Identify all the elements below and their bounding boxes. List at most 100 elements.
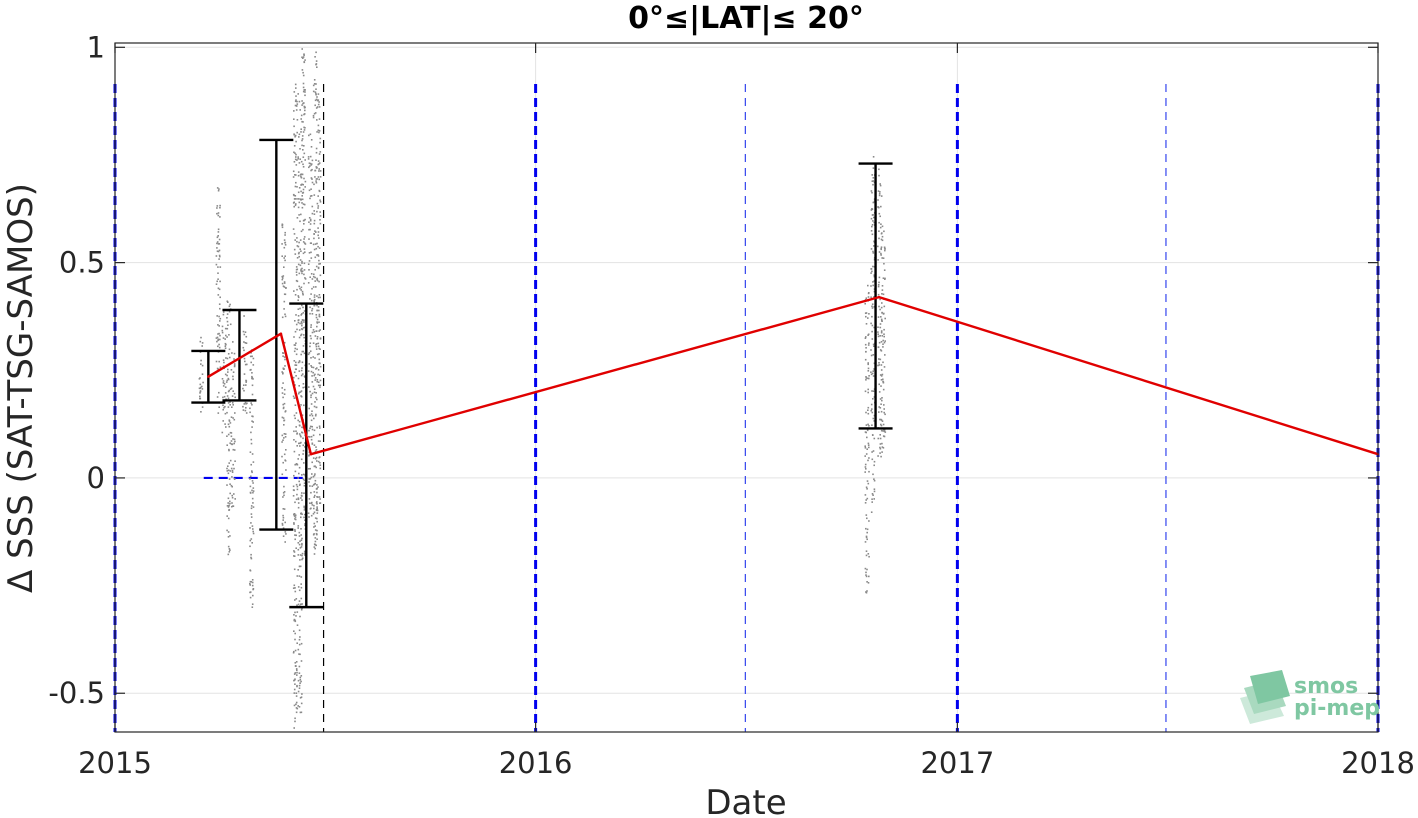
scatter-point [296, 432, 298, 434]
scatter-point [303, 242, 306, 244]
scatter-point [317, 205, 320, 207]
scatter-point [222, 337, 225, 339]
scatter-point [867, 412, 870, 415]
scatter-point [881, 373, 884, 376]
scatter-point [285, 287, 287, 289]
scatter-point [319, 374, 321, 376]
scatter-point [230, 432, 233, 434]
scatter-point [316, 379, 319, 381]
scatter-point [298, 214, 300, 216]
scatter-point [313, 112, 316, 115]
scatter-point [308, 162, 311, 164]
scatter-point [250, 402, 252, 404]
scatter-point [879, 418, 881, 421]
scatter-point [317, 255, 320, 257]
scatter-point [299, 158, 301, 160]
scatter-point [300, 441, 302, 444]
scatter-point [312, 356, 314, 358]
scatter-point [873, 306, 875, 308]
scatter-point [282, 514, 284, 517]
scatter-point [308, 166, 310, 169]
scatter-point [281, 255, 283, 257]
scatter-point [867, 442, 870, 445]
scatter-point [314, 91, 317, 93]
scatter-point [298, 162, 301, 164]
scatter-point [302, 306, 304, 309]
scatter-point [251, 471, 253, 474]
scatter-point [293, 614, 295, 616]
scatter-point [226, 313, 229, 315]
scatter-point [297, 548, 300, 551]
scatter-point [301, 135, 304, 137]
scatter-point [300, 586, 303, 589]
scatter-point [200, 363, 202, 365]
scatter-point [283, 300, 286, 303]
scatter-point [293, 555, 296, 557]
scatter-point [865, 514, 868, 516]
scatter-point [293, 551, 296, 553]
scatter-point [301, 69, 304, 71]
scatter-point [301, 206, 304, 209]
scatter-point [871, 214, 874, 216]
scatter-point [295, 105, 298, 107]
scatter-point [314, 280, 316, 282]
scatter-point [297, 377, 300, 380]
scatter-point [316, 533, 318, 536]
scatter-point [229, 401, 231, 403]
scatter-point [249, 355, 252, 358]
scatter-point [300, 497, 302, 499]
scatter-point [252, 528, 254, 530]
scatter-point [218, 238, 221, 241]
scatter-point [283, 341, 286, 344]
scatter-point [300, 546, 303, 548]
scatter-point [298, 442, 300, 445]
scatter-point [294, 620, 297, 623]
scatter-point [871, 501, 873, 503]
scatter-point [309, 502, 311, 504]
scatter-point [877, 190, 880, 192]
scatter-point [301, 431, 303, 434]
scatter-point [309, 312, 311, 315]
scatter-point [300, 608, 303, 611]
scatter-point [227, 390, 230, 393]
scatter-point [297, 252, 300, 255]
scatter-point [216, 367, 219, 370]
scatter-point [224, 412, 227, 415]
scatter-point [873, 460, 876, 463]
scatter-point [227, 301, 229, 303]
scatter-point [294, 665, 297, 667]
scatter-point [201, 388, 204, 390]
scatter-point [251, 584, 254, 587]
scatter-point [250, 368, 252, 371]
scatter-point [315, 147, 318, 150]
scatter-point [295, 109, 298, 111]
scatter-point [317, 207, 319, 209]
scatter-point [880, 247, 882, 250]
scatter-point [315, 316, 318, 319]
scatter-point [285, 469, 287, 471]
scatter-point [867, 459, 869, 462]
scatter-point [312, 533, 315, 536]
scatter-point [301, 474, 303, 476]
scatter-point [880, 429, 883, 432]
scatter-point [298, 133, 301, 136]
scatter-point [293, 336, 295, 338]
scatter-point [318, 170, 320, 172]
scatter-point [284, 541, 286, 543]
scatter-point [243, 341, 245, 343]
scatter-point [303, 219, 305, 222]
scatter-point [313, 233, 315, 235]
scatter-point [314, 414, 317, 417]
scatter-point [882, 339, 884, 342]
scatter-point [293, 439, 295, 441]
scatter-point [296, 445, 298, 447]
scatter-point [301, 537, 303, 540]
scatter-point [315, 159, 317, 161]
scatter-point [227, 324, 229, 326]
scatter-point [880, 254, 882, 256]
scatter-point [316, 337, 319, 340]
scatter-point [297, 392, 300, 395]
scatter-point [309, 133, 312, 136]
scatter-point [872, 473, 874, 476]
scatter-point [282, 535, 285, 537]
